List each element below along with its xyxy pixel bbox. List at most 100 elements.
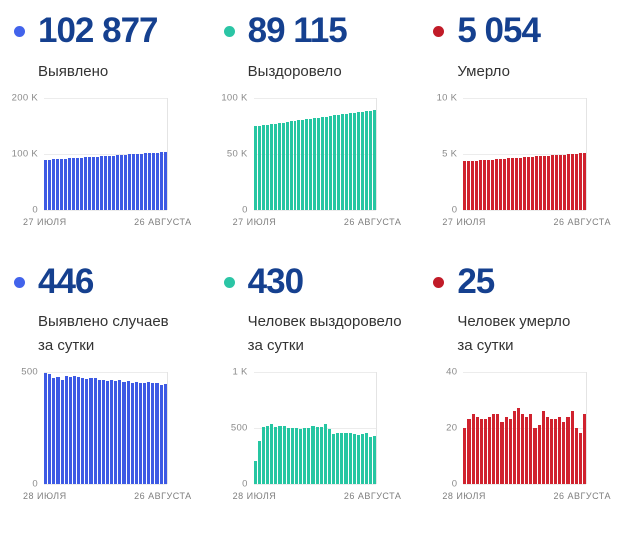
bar[interactable]	[63, 158, 67, 210]
bar[interactable]	[114, 381, 118, 484]
bar[interactable]	[75, 157, 79, 210]
bar[interactable]	[147, 153, 151, 210]
bar[interactable]	[89, 378, 93, 484]
bar[interactable]	[143, 153, 147, 210]
bar[interactable]	[535, 156, 539, 210]
bar[interactable]	[286, 428, 290, 484]
bar[interactable]	[97, 379, 101, 484]
bar[interactable]	[278, 425, 282, 484]
bar[interactable]	[562, 154, 566, 210]
bar[interactable]	[139, 153, 143, 210]
bar[interactable]	[373, 435, 377, 484]
bar[interactable]	[110, 379, 114, 484]
bar[interactable]	[523, 157, 527, 210]
bar[interactable]	[103, 156, 107, 210]
bar[interactable]	[508, 419, 512, 484]
bar[interactable]	[155, 382, 159, 484]
bar[interactable]	[134, 381, 138, 484]
bar[interactable]	[307, 427, 311, 484]
bar[interactable]	[317, 117, 321, 210]
bar[interactable]	[496, 413, 500, 484]
bar[interactable]	[499, 158, 503, 210]
bar[interactable]	[289, 121, 293, 210]
bar[interactable]	[273, 123, 277, 210]
bar[interactable]	[79, 157, 83, 210]
bar[interactable]	[570, 410, 574, 484]
bar[interactable]	[515, 157, 519, 210]
bar[interactable]	[123, 154, 127, 210]
bar[interactable]	[504, 416, 508, 484]
bar[interactable]	[151, 383, 155, 484]
bar[interactable]	[541, 410, 545, 484]
bar[interactable]	[578, 433, 582, 484]
bar[interactable]	[566, 154, 570, 210]
bar[interactable]	[352, 433, 356, 484]
bar[interactable]	[163, 383, 167, 484]
bar[interactable]	[365, 433, 369, 484]
bar[interactable]	[309, 118, 313, 210]
bar[interactable]	[503, 158, 507, 210]
bar[interactable]	[101, 380, 105, 484]
bar[interactable]	[483, 419, 488, 484]
bar[interactable]	[341, 114, 345, 210]
bar[interactable]	[55, 159, 59, 210]
bar[interactable]	[48, 374, 52, 484]
bar[interactable]	[47, 159, 51, 210]
bar[interactable]	[305, 119, 309, 210]
bar[interactable]	[315, 427, 319, 484]
bar[interactable]	[285, 121, 289, 210]
bar[interactable]	[516, 408, 521, 484]
bar[interactable]	[303, 428, 307, 484]
bar[interactable]	[126, 381, 130, 484]
bar[interactable]	[51, 159, 55, 210]
bar[interactable]	[105, 380, 109, 484]
bar[interactable]	[257, 125, 261, 210]
bar[interactable]	[475, 416, 479, 484]
bar[interactable]	[549, 419, 554, 484]
bar[interactable]	[270, 424, 274, 484]
bar[interactable]	[299, 428, 303, 484]
bar[interactable]	[93, 378, 97, 484]
bar[interactable]	[274, 426, 278, 484]
bar[interactable]	[159, 384, 163, 484]
bar[interactable]	[119, 155, 123, 210]
bar[interactable]	[521, 413, 525, 484]
bar[interactable]	[507, 158, 511, 210]
bar[interactable]	[91, 156, 95, 210]
bar[interactable]	[357, 112, 361, 210]
bar[interactable]	[582, 413, 587, 484]
bar[interactable]	[301, 119, 305, 210]
bar[interactable]	[562, 422, 566, 484]
bar[interactable]	[554, 155, 558, 210]
bar[interactable]	[582, 153, 586, 210]
bar[interactable]	[277, 123, 281, 210]
bar[interactable]	[159, 152, 163, 210]
bar[interactable]	[72, 376, 76, 484]
bar[interactable]	[325, 116, 329, 210]
bar[interactable]	[60, 379, 64, 484]
bar[interactable]	[574, 427, 578, 484]
bar[interactable]	[269, 124, 273, 210]
bar[interactable]	[337, 114, 341, 210]
bar[interactable]	[566, 416, 570, 484]
bar[interactable]	[85, 378, 89, 484]
bar[interactable]	[130, 382, 134, 484]
bar[interactable]	[293, 120, 297, 210]
bar[interactable]	[323, 424, 327, 484]
bar[interactable]	[527, 157, 531, 210]
bar[interactable]	[59, 158, 63, 210]
bar[interactable]	[151, 152, 155, 210]
bar[interactable]	[467, 419, 471, 484]
bar[interactable]	[467, 161, 471, 210]
bar[interactable]	[539, 156, 543, 210]
bar[interactable]	[479, 160, 483, 210]
bar[interactable]	[373, 109, 377, 210]
bar[interactable]	[155, 152, 159, 210]
bar[interactable]	[344, 433, 348, 484]
bar[interactable]	[52, 378, 56, 484]
bar[interactable]	[519, 157, 523, 210]
bar[interactable]	[332, 433, 336, 484]
bar[interactable]	[87, 157, 91, 210]
bar[interactable]	[261, 125, 265, 210]
bar[interactable]	[127, 154, 131, 210]
